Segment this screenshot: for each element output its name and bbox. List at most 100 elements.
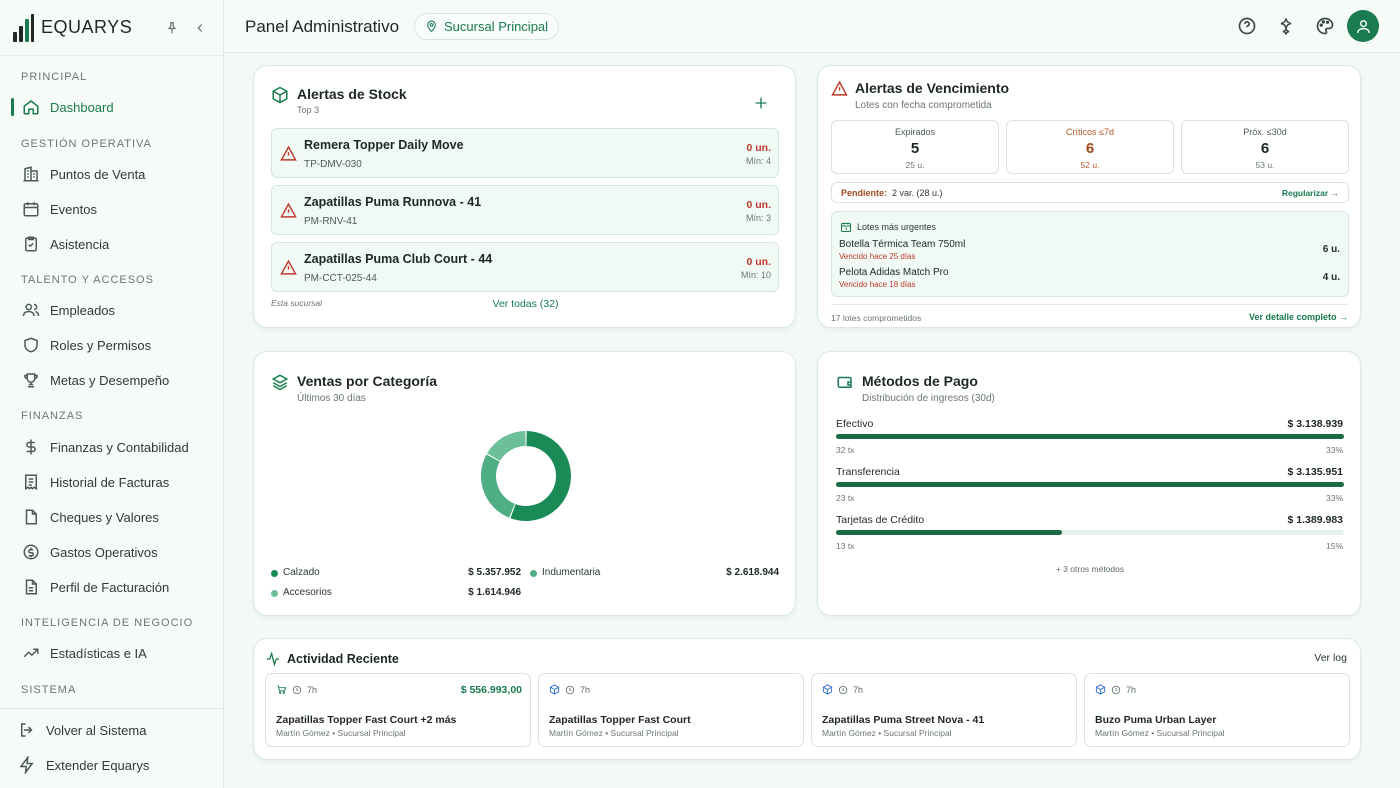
- sidebar-item-facturas[interactable]: Historial de Facturas: [12, 467, 212, 497]
- stock-qty: 0 un.: [746, 199, 771, 211]
- sidebar-item-puntos-de-venta[interactable]: Puntos de Venta: [12, 159, 212, 189]
- expired-count-box[interactable]: Expirados 5 25 u.: [831, 120, 999, 174]
- card-subtitle: Últimos 30 días: [297, 393, 366, 404]
- clock-icon: [838, 685, 848, 694]
- branch-selector[interactable]: Sucursal Principal: [414, 13, 560, 40]
- stock-alert-item[interactable]: Remera Topper Daily Move TP-DMV-030 0 un…: [271, 128, 779, 178]
- activity-meta: 7h: [549, 684, 590, 695]
- payment-progress-track: [836, 530, 1344, 535]
- pin-icon[interactable]: [165, 21, 179, 35]
- regularize-link[interactable]: Regularizar →: [1281, 188, 1339, 198]
- view-log-link[interactable]: Ver log: [1314, 652, 1347, 664]
- sidebar-item-metas[interactable]: Metas y Desempeño: [12, 365, 212, 395]
- legend-name: Accesorios: [283, 587, 332, 598]
- payment-progress-fill: [836, 434, 1344, 439]
- activity-item[interactable]: 7h Buzo Puma Urban Layer Martín Gómez • …: [1084, 673, 1350, 747]
- critical-count-box[interactable]: Críticos ≤7d 6 52 u.: [1006, 120, 1174, 174]
- payment-percent: 33%: [1325, 493, 1343, 503]
- stock-min: Mín: 10: [740, 270, 771, 280]
- other-methods-link[interactable]: + 3 otros métodos: [1055, 564, 1125, 574]
- sidebar-item-empleados[interactable]: Empleados: [12, 295, 212, 325]
- legend-item: Calzado $ 5.357.952: [271, 567, 521, 583]
- users-icon: [22, 303, 40, 317]
- brand-name: EQUARYS: [41, 17, 133, 37]
- activity-author: Martín Gómez • Sucursal Principal: [1095, 728, 1225, 738]
- sidebar-item-label: Eventos: [50, 201, 97, 217]
- pending-bar: Pendiente: 2 var. (28 u.) Regularizar →: [831, 182, 1349, 203]
- product-code: PM-CCT-025-44: [304, 273, 377, 284]
- add-icon[interactable]: [753, 95, 769, 111]
- stock-alerts-card: Alertas de Stock Top 3 Remera Topper Dai…: [253, 65, 796, 328]
- lot-note: Vencido hace 18 días: [839, 280, 916, 289]
- lot-name: Botella Térmica Team 750ml: [839, 239, 966, 250]
- extend-equarys-button[interactable]: Extender Equarys: [8, 750, 208, 780]
- legend-name: Calzado: [283, 567, 320, 578]
- activity-title: Buzo Puma Urban Layer: [1095, 714, 1217, 726]
- card-subtitle: Top 3: [297, 105, 320, 115]
- activity-amount: $ 556.993,00: [460, 684, 522, 696]
- sidebar-item-label: Empleados: [50, 302, 116, 318]
- activity-time: 7h: [580, 684, 591, 695]
- back-to-system-button[interactable]: Volver al Sistema: [8, 715, 208, 745]
- activity-title: Zapatillas Topper Fast Court: [549, 714, 691, 726]
- sidebar-item-gastos[interactable]: Gastos Operativos: [12, 537, 212, 567]
- stock-qty: 0 un.: [746, 256, 771, 268]
- clock-icon: [565, 685, 575, 694]
- sidebar-item-label: Metas y Desempeño: [50, 372, 170, 388]
- zap-icon: [19, 756, 34, 774]
- receipt-icon: [25, 474, 37, 491]
- warning-icon: [831, 80, 848, 96]
- sidebar-item-estadisticas[interactable]: Estadísticas e IA: [12, 638, 212, 668]
- activity-item[interactable]: 7h $ 556.993,00 Zapatillas Topper Fast C…: [265, 673, 531, 747]
- footer-item-label: Extender Equarys: [46, 757, 150, 773]
- sidebar-item-label: Gastos Operativos: [50, 544, 158, 560]
- donut-slice-indumentaria[interactable]: [481, 454, 515, 518]
- box-units: 52 u.: [1080, 160, 1100, 170]
- sidebar-item-eventos[interactable]: Eventos: [12, 194, 212, 224]
- sidebar-item-roles[interactable]: Roles y Permisos: [12, 330, 212, 360]
- sidebar-item-asistencia[interactable]: Asistencia: [12, 229, 212, 259]
- sidebar-item-dashboard[interactable]: Dashboard: [11, 92, 212, 122]
- clipboard-check-icon: [25, 236, 37, 252]
- sidebar-item-label: Puntos de Venta: [50, 166, 146, 182]
- product-code: PM-RNV-41: [304, 216, 358, 227]
- payment-tx-count: 23 tx: [836, 493, 855, 503]
- payment-percent: 15%: [1325, 541, 1343, 551]
- palette-icon[interactable]: [1315, 16, 1335, 36]
- sidebar-item-cheques[interactable]: Cheques y Valores: [12, 502, 212, 532]
- stock-alert-item[interactable]: Zapatillas Puma Club Court - 44 PM-CCT-0…: [271, 242, 779, 292]
- box-label: Expirados: [894, 127, 936, 137]
- sidebar-item-label: Finanzas y Contabilidad: [50, 439, 189, 455]
- pending-value: 2 var. (28 u.): [892, 188, 943, 198]
- upcoming-count-box[interactable]: Próx. ≤30d 6 53 u.: [1181, 120, 1349, 174]
- sidebar-item-finanzas[interactable]: Finanzas y Contabilidad: [12, 432, 212, 462]
- payment-method-name: Efectivo: [836, 418, 874, 430]
- sales-by-category-card: Ventas por Categoría Últimos 30 días Cal…: [253, 351, 796, 616]
- stock-alert-item[interactable]: Zapatillas Puma Runnova - 41 PM-RNV-41 0…: [271, 185, 779, 235]
- card-title: Alertas de Vencimiento: [855, 80, 1010, 96]
- donut-slice-accesorios[interactable]: [487, 431, 526, 461]
- see-detail-link[interactable]: Ver detalle completo →: [1248, 312, 1348, 322]
- ai-sparkle-icon[interactable]: [1276, 16, 1296, 36]
- help-icon[interactable]: [1237, 16, 1257, 36]
- payment-progress-track: [836, 434, 1344, 439]
- payment-methods-card: Métodos de Pago Distribución de ingresos…: [817, 351, 1361, 616]
- sidebar-item-perfil-facturacion[interactable]: Perfil de Facturación: [12, 572, 212, 602]
- warning-icon: [280, 145, 297, 161]
- activity-time: 7h: [853, 684, 864, 695]
- payment-progress-track: [836, 482, 1344, 487]
- expiry-alerts-card: Alertas de Vencimiento Lotes con fecha c…: [817, 65, 1361, 328]
- legend-value: $ 1.614.946: [468, 587, 521, 598]
- calendar-icon: [23, 202, 39, 217]
- see-all-link[interactable]: Ver todas (32): [492, 298, 559, 310]
- card-title: Métodos de Pago: [862, 373, 978, 389]
- sidebar-item-label: Asistencia: [50, 236, 110, 252]
- activity-item[interactable]: 7h Zapatillas Topper Fast Court Martín G…: [538, 673, 804, 747]
- building-icon: [23, 166, 39, 182]
- donut-slice-calzado[interactable]: [510, 431, 571, 521]
- box-units: 53 u.: [1255, 160, 1275, 170]
- activity-item[interactable]: 7h Zapatillas Puma Street Nova - 41 Mart…: [811, 673, 1077, 747]
- stock-min: Mín: 4: [745, 156, 771, 166]
- chevron-left-icon[interactable]: [193, 21, 207, 35]
- user-avatar[interactable]: [1347, 10, 1379, 42]
